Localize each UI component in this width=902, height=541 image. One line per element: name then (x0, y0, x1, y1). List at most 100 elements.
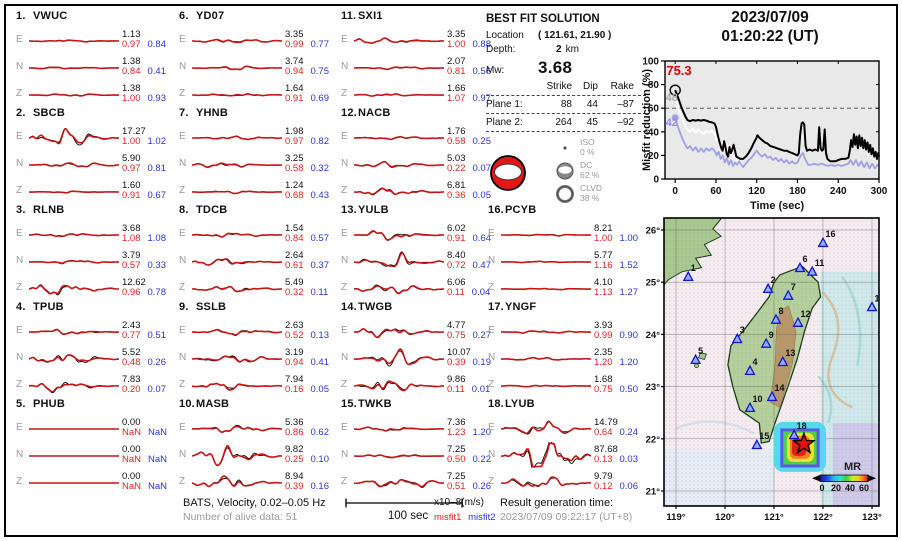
amplitude-value: 9.82 (285, 443, 304, 455)
misfit1-value: 0.99 (285, 38, 304, 50)
station-marker-label: 6 (802, 254, 807, 264)
component-label: Z (179, 185, 186, 196)
amplitude-value: 17.27 (122, 125, 146, 137)
svg-text:100 sec: 100 sec (388, 510, 429, 522)
station-name: 16.PCYB (488, 204, 537, 216)
station-marker-label: 9 (769, 330, 774, 340)
misfit1-value: 0.11 (447, 286, 465, 298)
misfit2-value: 0.37 (310, 259, 330, 271)
station-marker-label: 3 (740, 325, 745, 335)
amplitude-value: 5.52 (122, 346, 141, 358)
waveform-trace (192, 38, 282, 43)
trace-metrics: 3.25 0.58 0.32 (285, 153, 329, 174)
amplitude-value: 1.76 (447, 125, 466, 137)
waveform-trace (29, 283, 119, 295)
component-label: Z (341, 88, 348, 99)
amplitude-value: 9.79 (594, 470, 613, 482)
trace-metrics: 3.68 1.08 1.08 (122, 223, 166, 244)
trace-metrics: 1.98 0.97 0.82 (285, 125, 329, 147)
trace-row-vwuc-e: E 1.13 0.97 0.84 (16, 26, 174, 53)
trace-row-nacb-z: Z 6.81 0.36 0.05 (341, 177, 499, 204)
trace-metrics: 1.64 0.91 0.69 (285, 83, 329, 104)
waveform-trace (501, 287, 591, 290)
component-label: N (179, 61, 187, 72)
decomp-pct: 38 % (580, 192, 600, 203)
amplitude-value: 5.77 (594, 249, 613, 261)
amplitude-value: 1.98 (285, 125, 304, 137)
station-marker-1 (682, 270, 694, 282)
component-label: Z (179, 476, 186, 487)
component-label: Z (488, 282, 495, 293)
decomp-name: DC (580, 160, 593, 170)
waveform-trace (192, 382, 282, 391)
waveform-trace (501, 356, 591, 361)
station-map: 1 2 3 4 5 6 7 8 9 10 11 12 13 14 15 16 17 18 MR 0 20 40 60 26° 2… (645, 208, 902, 538)
misfit1-value: 1.13 (594, 286, 613, 298)
trace-metrics: 5.03 0.22 0.07 (447, 152, 491, 174)
misfit1-value: 1.00 (594, 232, 613, 244)
y-tick-label: 20 (648, 151, 660, 162)
component-label: E (341, 34, 348, 45)
misfit2-value: 0.41 (310, 356, 330, 368)
misfit2-value: 0.93 (147, 92, 167, 104)
station-name: 18.LYUB (488, 398, 535, 410)
trace-row-sxi1-z: Z 1.66 1.07 0.97 (341, 80, 499, 107)
trace-metrics: 2.64 0.61 0.37 (285, 250, 330, 271)
station-marker-label: 13 (785, 348, 795, 358)
station-marker-label: 12 (801, 309, 811, 319)
misfit1-value: 0.12 (594, 480, 613, 492)
trace-metrics: 6.06 0.11 0.04 (447, 277, 490, 298)
waveform-trace (192, 444, 282, 466)
lat-tick-label: 25° (646, 278, 661, 289)
misfit1-value: 1.23 (447, 426, 466, 438)
station-name: 4. TPUB (16, 301, 64, 313)
amplitude-value: 1.13 (122, 28, 141, 40)
station-marker-label: 7 (791, 282, 796, 292)
waveform-trace (29, 38, 119, 43)
station-marker-label: 2 (771, 275, 776, 285)
misfit1-value: 0.39 (285, 480, 304, 492)
trace-metrics: 4.10 1.13 1.27 (594, 277, 638, 298)
decomposition-item-dc: DC 62 % (556, 160, 602, 180)
misfit2-value: 0.43 (310, 189, 330, 201)
amplitude-value: 4.77 (447, 319, 466, 331)
misfit2-value: 0.25 (472, 135, 492, 147)
waveform-trace (354, 229, 444, 241)
misfit2-value: 0.06 (619, 480, 639, 492)
misfit1-value: 0.97 (122, 162, 141, 174)
solution-title: BEST FIT SOLUTION (486, 13, 600, 25)
amplitude-value: 1.68 (594, 373, 613, 385)
misfit2-value: 0.01 (471, 383, 491, 395)
waveform-trace (29, 92, 119, 97)
station-block-nacb: 12.NACB E 1.76 0.58 0.25 N 5.03 0.22 0.07 Z 6.81 0.… (341, 107, 499, 204)
misfit1-value: 0.94 (285, 65, 304, 77)
plane-table-header-rake: Rake (610, 81, 634, 92)
component-label: Z (488, 379, 495, 390)
trace-metrics: 2.35 1.20 1.20 (594, 347, 638, 368)
trace-row-masb-e: E 5.36 0.86 0.62 (179, 414, 337, 441)
misfit2-value: 1.52 (619, 259, 639, 271)
component-label: Z (16, 476, 23, 487)
station-name: 3. RLNB (16, 204, 65, 216)
misfit1-value: 0.97 (285, 135, 304, 147)
misfit1-value: 0.57 (122, 259, 141, 271)
y-tick-label: 40 (648, 127, 660, 138)
waveform-trace (192, 474, 282, 487)
misfit2-value: 1.02 (147, 135, 167, 147)
amplitude-value: 5.03 (447, 152, 466, 164)
y-tick-label: 80 (648, 80, 660, 91)
amplitude-value: 2.07 (447, 55, 466, 67)
best-fit-solution-panel: BEST FIT SOLUTION Location ( 121.61, 21.… (486, 13, 646, 207)
trace-row-phub-e: E 0.00 NaN NaN (16, 414, 174, 441)
amplitude-value: 1.38 (122, 82, 141, 94)
waveform-trace (354, 478, 444, 488)
mr-search-box (780, 428, 820, 468)
trace-metrics: 5.49 0.32 0.11 (285, 277, 328, 298)
misfit2-value: 0.07 (147, 383, 167, 395)
station-block-phub: 5. PHUB E 0.00 NaN NaN N 0.00 NaN NaN Z 0.00 NaN NaN (16, 398, 174, 495)
alive-data-count: Number of alive data: 51 (183, 511, 298, 523)
station-block-sbcb: 2. SBCB E 17.27 1.00 1.02 N 5.90 0.97 0.81 Z 1.60 0.… (16, 107, 174, 204)
event-time: 01:20:22 (UT) (721, 28, 819, 45)
station-marker-11 (806, 265, 818, 276)
